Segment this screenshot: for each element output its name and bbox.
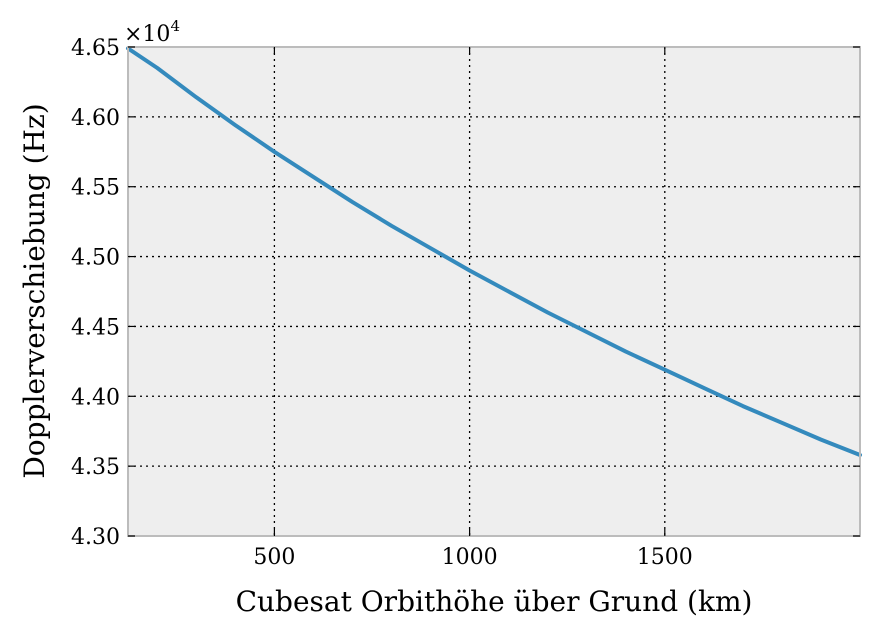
- y-multiplier-exponent: 4: [170, 17, 180, 35]
- y-tick-label: 4.30: [71, 525, 120, 550]
- y-multiplier-label: ×104: [124, 17, 180, 47]
- y-tick-label: 4.40: [71, 385, 120, 410]
- x-tick-label: 1000: [442, 545, 498, 570]
- ticks: [128, 46, 860, 537]
- x-tick-label: 500: [253, 545, 295, 570]
- x-tick-label: 1500: [637, 545, 693, 570]
- series-line: [126, 46, 862, 457]
- x-axis-label: Cubesat Orbithöhe über Grund (km): [236, 585, 753, 618]
- y-tick-label: 4.65: [71, 36, 120, 61]
- plot-background: [128, 47, 860, 536]
- tick-labels: 500 1000 1500 4.30 4.35 4.40 4.45 4.50 4.55 4.60 4…: [71, 36, 693, 570]
- y-tick-label: 4.60: [71, 106, 120, 131]
- plot-frame: [127, 46, 861, 537]
- y-tick-label: 4.50: [71, 246, 120, 271]
- y-tick-label: 4.35: [71, 455, 120, 480]
- y-tick-label: 4.55: [71, 176, 120, 201]
- y-tick-label: 4.45: [71, 315, 120, 340]
- y-axis-label: Dopplerverschiebung (Hz): [18, 103, 51, 478]
- series-lines: [126, 46, 862, 457]
